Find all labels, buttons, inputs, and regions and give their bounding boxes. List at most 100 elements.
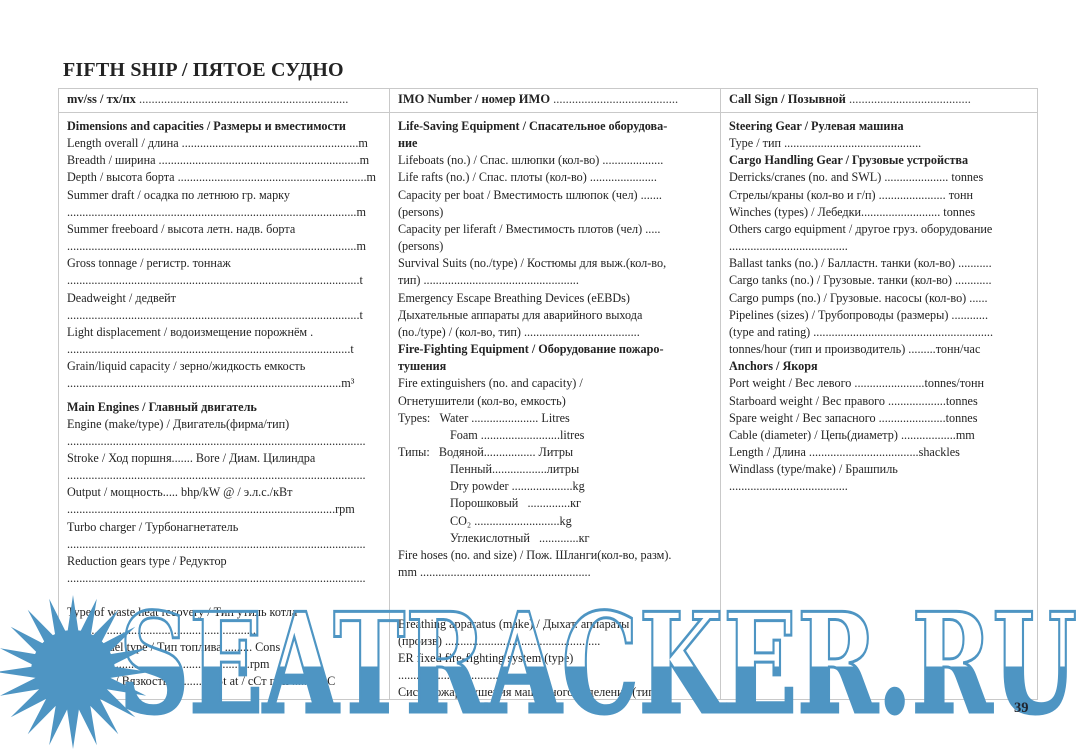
form-field-line: Ballast tanks (no.) / Балластн. танки (к… — [729, 256, 992, 271]
form-field-line: Type / тип .............................… — [729, 136, 922, 151]
form-field-line: Gross tonnage / регистр. тоннаж — [67, 256, 231, 271]
form-field-line: Dry powder ....................kg — [450, 479, 585, 494]
form-field-line: Cargo tanks (no.) / Грузовые. танки (кол… — [729, 273, 992, 288]
form-field-line: Emergency Escape Breathing Devices (eEBD… — [398, 290, 630, 305]
spacer-line — [67, 587, 381, 604]
form-field-line: Breathing apparatus (make) / Дыхат. аппа… — [398, 616, 630, 631]
field-call-sign-leader: ....................................... — [845, 92, 971, 106]
form-field-line: Viscosity / Вязкость..............cSt at… — [67, 673, 336, 688]
form-field-line: ........................................… — [67, 571, 366, 586]
page-title: FIFTH SHIP / ПЯТОЕ СУДНО — [63, 59, 344, 81]
form-field-line: Others cargo equipment / другое груз. об… — [729, 221, 993, 236]
field-imo-number-leader: ........................................ — [550, 92, 679, 106]
form-field-line: (type and rating) ......................… — [729, 324, 994, 339]
table-header-row: mv/ss / тх/пх ..........................… — [59, 89, 1037, 113]
column-steering-cargo-anchors: Steering Gear / Рулевая машина Type / тип… — [721, 113, 1037, 699]
form-field-line: ER fixed fire-fighting system (type) — [398, 650, 574, 665]
form-field-line: Depth / высота борта ...................… — [67, 170, 377, 185]
form-field-line: Type of waste heat recovery / Тип утиль … — [67, 605, 298, 620]
form-field-line: Capacity per liferaft / Вместимость плот… — [398, 221, 661, 236]
form-field-line: Огнетушители (кол-во, емкость) — [398, 393, 566, 408]
form-field-line: Порошковый ..............кг — [450, 496, 582, 511]
form-field-line: Derricks/cranes (no. and SWL) ..........… — [729, 170, 984, 185]
form-field-line: ........................................… — [67, 273, 363, 288]
form-field-line: ........................................… — [67, 622, 256, 637]
form-field-line: ........................................… — [67, 239, 366, 254]
form-field-line: Summer freeboard / высота летн. надв. бо… — [67, 221, 296, 236]
form-field-line: Сист. пожаротушения машинного отделения … — [398, 685, 659, 699]
section-heading: Steering Gear / Рулевая машина — [729, 119, 904, 133]
form-field-line: ....................................... — [729, 239, 848, 254]
form-field-line: ........................................… — [67, 342, 354, 357]
form-field-line: Spare weight / Вес запасного ...........… — [729, 410, 978, 425]
form-field-line: Deadweight / дедвейт — [67, 290, 176, 305]
spacer-line — [398, 581, 712, 598]
field-vessel-name-label: mv/ss / тх/пх — [67, 92, 136, 106]
field-call-sign-label: Call Sign / Позывной — [729, 92, 846, 106]
form-field-line: Дыхательные аппараты для аварийного выхо… — [398, 307, 643, 322]
form-field-line: Engine (make/type) / Двигатель(фирма/тип… — [67, 416, 290, 431]
form-field-line: Fire hoses (no. and size) / Пож. Шланги(… — [398, 547, 672, 562]
column-dimensions-and-engines: Dimensions and capacities / Размеры и вм… — [59, 113, 389, 699]
form-field-line: Capacity per boat / Вместимость шлюпок (… — [398, 187, 662, 202]
section-heading: ние — [398, 136, 418, 151]
section-heading: Life-Saving Equipment / Спасательное обо… — [398, 119, 668, 133]
form-field-line: Light displacement / водоизмещение порож… — [67, 324, 314, 339]
form-field-line: ........................................… — [67, 307, 363, 322]
form-field-line: Port weight / Вес левого ...............… — [729, 376, 984, 391]
form-field-line: Типы: Водяной................. Литры — [398, 444, 574, 459]
form-field-line: ........................................… — [67, 376, 355, 391]
form-field-line: Starboard weight / Вес правого .........… — [729, 393, 978, 408]
page-number: 39 — [1014, 700, 1029, 716]
form-field-line: Углекислотный .............кг — [450, 530, 590, 545]
form-field-line: Fire extinguishers (no. and capacity) / — [398, 376, 583, 391]
form-field-line: ........................................… — [67, 536, 366, 551]
form-field-line: Cargo pumps (no.) / Грузовые. насосы (ко… — [729, 290, 988, 305]
field-imo-number-label: IMO Number / номер ИМО — [398, 92, 551, 106]
field-vessel-name: mv/ss / тх/пх ..........................… — [59, 89, 389, 112]
section-heading: Anchors / Якоря — [729, 359, 818, 374]
table-body-row: Dimensions and capacities / Размеры и вм… — [59, 113, 1037, 699]
form-field-line: (persons) — [398, 239, 444, 254]
form-field-line: Стрелы/краны (кол-во и г/п) ............… — [729, 187, 973, 202]
section-heading: Cargo Handling Gear / Грузовые устройств… — [729, 153, 969, 168]
field-vessel-name-leader: ........................................… — [135, 92, 349, 106]
form-field-line: ....................................... — [729, 479, 848, 494]
form-field-line: tonnes/hour (тип и производитель) ......… — [729, 342, 981, 357]
form-field-line: тип) ...................................… — [398, 273, 579, 288]
column-lifesaving-and-fire: Life-Saving Equipment / Спасательное обо… — [389, 113, 721, 699]
form-field-line: ........................................… — [67, 468, 366, 483]
form-field-line: Length / Длина .........................… — [729, 444, 960, 459]
form-field-line: Пенный..................литры — [450, 462, 580, 477]
form-field-line: ........................................… — [67, 502, 355, 517]
form-field-line: Stroke / Ход поршня....... Bore / Диам. … — [67, 450, 316, 465]
form-field-line: mm .....................................… — [398, 565, 591, 580]
field-imo-number: IMO Number / номер ИМО .................… — [389, 89, 721, 112]
ship-particulars-table: mv/ss / тх/пх ..........................… — [58, 88, 1038, 700]
form-field-line: (произв) ...............................… — [398, 633, 601, 648]
section-heading: тушения — [398, 359, 447, 374]
section-heading: Main Engines / Главный двигатель — [67, 399, 257, 414]
form-field-line: Engine fuel type / Тип топлива .........… — [67, 639, 281, 654]
field-call-sign: Call Sign / Позывной ...................… — [721, 89, 1037, 112]
form-field-line: Length overall / длина .................… — [67, 136, 368, 151]
spacer-line — [398, 598, 712, 615]
form-field-line: ........................................… — [67, 204, 366, 219]
form-field-line: ........................................… — [67, 433, 366, 448]
form-field-line: Grain/liquid capacity / зерно/жидкость е… — [67, 359, 306, 374]
section-heading: Fire-Fighting Equipment / Оборудование п… — [398, 342, 664, 357]
form-field-line: Turbo charger / Турбонагнетатель — [67, 519, 239, 534]
form-field-line: Lifeboats (no.) / Спас. шлюпки (кол-во) … — [398, 153, 664, 168]
form-field-line: Summer draft / осадка по летнюю гр. марк… — [67, 187, 291, 202]
form-field-line: Breadth / ширина .......................… — [67, 153, 370, 168]
form-field-line: Reduction gears type / Редуктор — [67, 553, 227, 568]
form-field-line: Output / мощность..... bhp/kW @ / э.л.с.… — [67, 485, 293, 500]
section-heading: Dimensions and capacities / Размеры и вм… — [67, 119, 346, 133]
form-field-line: Types: Water ...................... Litr… — [398, 410, 570, 425]
form-field-line: CO₂ ............................kg — [450, 513, 572, 528]
form-field-line: Cable (diameter) / Цепь(диаметр) .......… — [729, 427, 975, 442]
form-field-line: Life rafts (no.) / Спас. плоты (кол-во) … — [398, 170, 657, 185]
form-field-line: Survival Suits (no./type) / Костюмы для … — [398, 256, 667, 271]
form-field-line: Foam ..........................litres — [450, 427, 585, 442]
